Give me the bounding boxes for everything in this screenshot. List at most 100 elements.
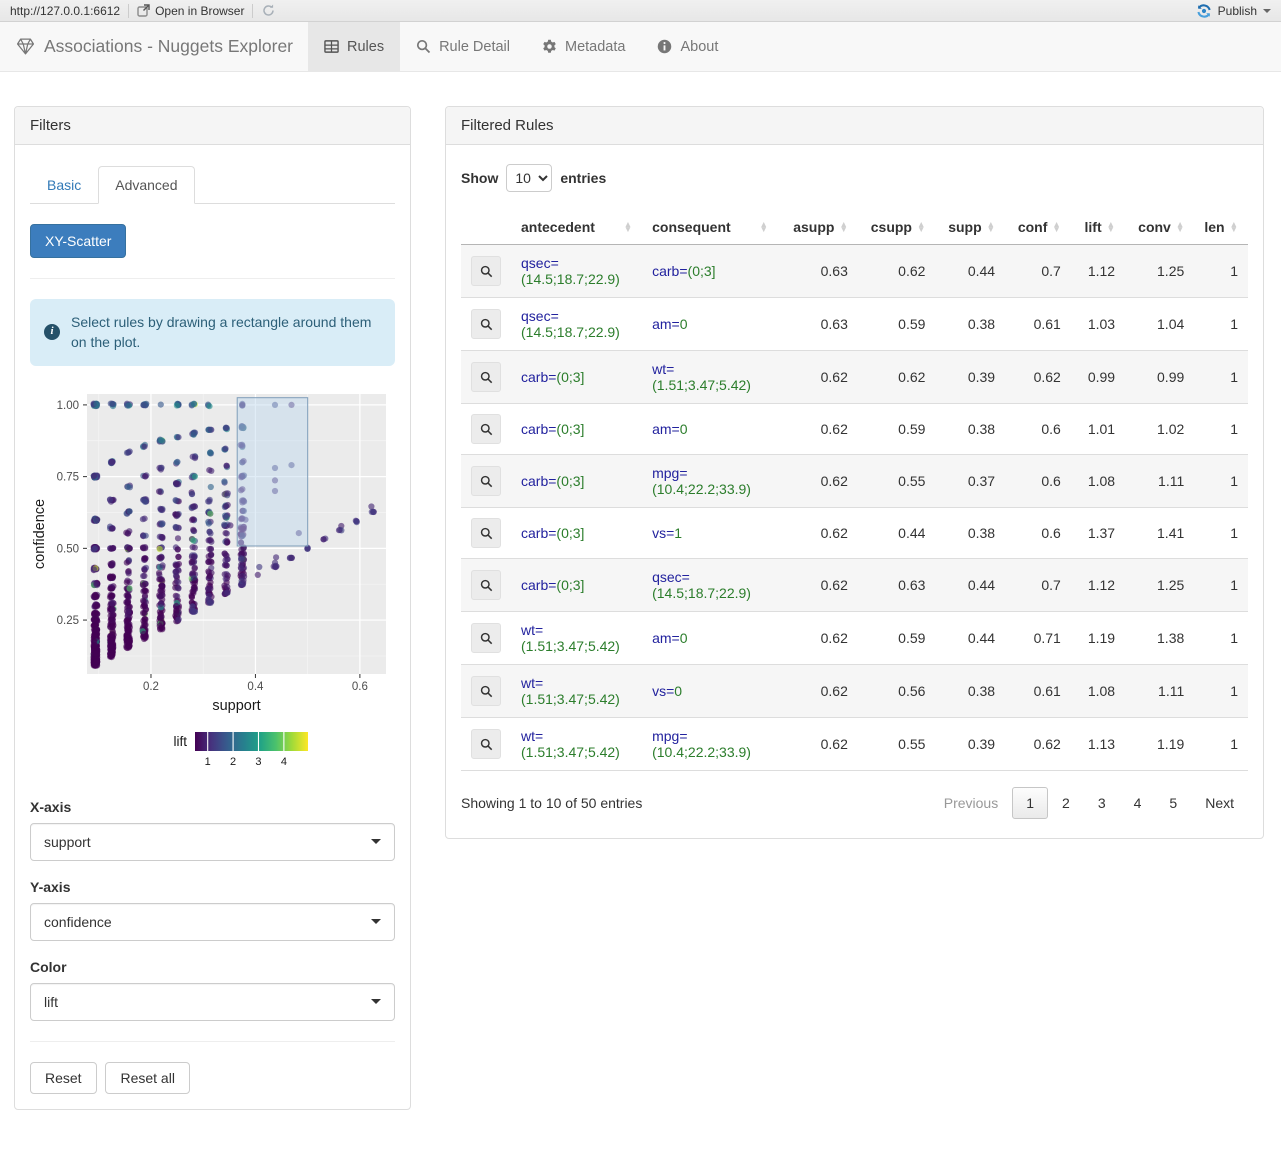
attribute-name[interactable]: vs= bbox=[652, 525, 675, 541]
attribute-name[interactable]: vs= bbox=[652, 683, 675, 699]
attribute-value[interactable]: (1.51;3.47;5.42) bbox=[652, 377, 751, 393]
next-page-button[interactable]: Next bbox=[1205, 795, 1234, 811]
attribute-name[interactable]: carb= bbox=[521, 369, 557, 385]
xy-scatter-button[interactable]: XY-Scatter bbox=[30, 224, 127, 258]
inspect-rule-button[interactable] bbox=[471, 676, 501, 706]
attribute-name[interactable]: qsec= bbox=[652, 569, 690, 585]
sort-icon[interactable]: ▲ ▼ bbox=[1106, 218, 1116, 234]
publish-button[interactable]: Publish bbox=[1196, 3, 1271, 19]
attribute-value[interactable]: (1.51;3.47;5.42) bbox=[521, 744, 620, 760]
inspect-rule-button[interactable] bbox=[471, 362, 501, 392]
attribute-value[interactable]: (0;3] bbox=[556, 577, 585, 593]
sort-icon[interactable]: ▲ ▼ bbox=[916, 218, 926, 234]
attribute-name[interactable]: qsec= bbox=[521, 255, 559, 271]
y-axis-select[interactable]: confidence bbox=[30, 902, 395, 941]
attribute-value[interactable]: 1 bbox=[674, 525, 683, 541]
conf-cell: 0.6 bbox=[1005, 507, 1071, 559]
attribute-value[interactable]: (1.51;3.47;5.42) bbox=[521, 691, 620, 707]
column-header-conf[interactable]: conf ▲ ▼ bbox=[1005, 210, 1071, 245]
tab-rule-detail[interactable]: Rule Detail bbox=[400, 22, 526, 71]
x-axis-select[interactable]: support bbox=[30, 822, 395, 861]
page-button-2[interactable]: 2 bbox=[1062, 795, 1070, 811]
attribute-value[interactable]: (14.5;18.7;22.9) bbox=[521, 324, 620, 340]
tab-about[interactable]: About bbox=[641, 22, 734, 71]
page-length-select[interactable]: 10 bbox=[506, 164, 553, 192]
attribute-name[interactable]: wt= bbox=[521, 728, 544, 744]
attribute-value[interactable]: (14.5;18.7;22.9) bbox=[652, 585, 751, 601]
search-icon bbox=[480, 685, 492, 697]
conv-cell: 1.11 bbox=[1125, 664, 1195, 718]
tab-basic[interactable]: Basic bbox=[47, 177, 82, 193]
attribute-value[interactable]: 0 bbox=[679, 421, 688, 437]
sort-icon[interactable]: ▲ ▼ bbox=[986, 218, 996, 234]
attribute-name[interactable]: carb= bbox=[521, 577, 557, 593]
page-button-5[interactable]: 5 bbox=[1169, 795, 1178, 811]
attribute-name[interactable]: mpg= bbox=[652, 465, 688, 481]
attribute-name[interactable]: wt= bbox=[652, 361, 675, 377]
attribute-value[interactable]: (14.5;18.7;22.9) bbox=[521, 271, 620, 287]
column-header-antecedent[interactable]: antecedent ▲ ▼ bbox=[511, 210, 643, 245]
column-header-supp[interactable]: supp ▲ ▼ bbox=[935, 210, 1006, 245]
search-icon bbox=[417, 39, 431, 54]
attribute-name[interactable]: qsec= bbox=[521, 308, 559, 324]
inspect-rule-button[interactable] bbox=[471, 414, 501, 444]
column-header-csupp[interactable]: csupp ▲ ▼ bbox=[857, 210, 936, 245]
inspect-rule-button[interactable] bbox=[471, 623, 501, 653]
reset-all-button[interactable]: Reset all bbox=[105, 1061, 190, 1094]
scatter-plot[interactable]: 0.2 0.4 0.6 0.25 0.50 0.75 1.00 support confiden… bbox=[30, 386, 395, 781]
previous-page-button[interactable]: Previous bbox=[943, 795, 999, 811]
sort-icon[interactable]: ▲ ▼ bbox=[1175, 218, 1185, 234]
scatter-plot-svg[interactable]: 0.2 0.4 0.6 0.25 0.50 0.75 1.00 support confiden… bbox=[30, 386, 393, 778]
attribute-value[interactable]: (0;3] bbox=[556, 421, 585, 437]
attribute-value[interactable]: (0;3] bbox=[687, 263, 716, 279]
inspect-rule-button[interactable] bbox=[471, 466, 501, 496]
reset-button[interactable]: Reset bbox=[30, 1061, 97, 1094]
attribute-name[interactable]: carb= bbox=[521, 421, 557, 437]
attribute-name[interactable]: mpg= bbox=[652, 728, 688, 744]
inspect-rule-button[interactable] bbox=[471, 309, 501, 339]
inspect-rule-button[interactable] bbox=[471, 256, 501, 286]
tab-metadata[interactable]: Metadata bbox=[526, 22, 641, 71]
asupp-cell: 0.62 bbox=[777, 403, 858, 455]
color-select[interactable]: lift bbox=[30, 982, 395, 1021]
attribute-name[interactable]: wt= bbox=[521, 675, 544, 691]
attribute-name[interactable]: wt= bbox=[521, 622, 544, 638]
asupp-cell: 0.62 bbox=[777, 350, 858, 404]
sort-icon[interactable]: ▲ ▼ bbox=[839, 218, 848, 234]
attribute-value[interactable]: (0;3] bbox=[556, 369, 585, 385]
attribute-value[interactable]: (10.4;22.2;33.9) bbox=[652, 744, 751, 760]
attribute-name[interactable]: am= bbox=[652, 316, 680, 332]
attribute-value[interactable]: 0 bbox=[679, 316, 688, 332]
attribute-value[interactable]: 0 bbox=[674, 683, 683, 699]
browser-chrome-bar: http://127.0.0.1:6612 Open in Browser bbox=[0, 0, 1281, 22]
attribute-value[interactable]: (0;3] bbox=[556, 473, 585, 489]
page-button-1[interactable]: 1 bbox=[1012, 787, 1049, 819]
attribute-value[interactable]: 0 bbox=[679, 630, 688, 646]
sort-icon[interactable]: ▲ ▼ bbox=[623, 218, 633, 234]
inspect-rule-button[interactable] bbox=[471, 729, 501, 759]
attribute-value[interactable]: (1.51;3.47;5.42) bbox=[521, 638, 620, 654]
page-button-3[interactable]: 3 bbox=[1097, 795, 1106, 811]
column-header-lift[interactable]: lift ▲ ▼ bbox=[1070, 210, 1126, 245]
attribute-name[interactable]: carb= bbox=[521, 525, 557, 541]
attribute-name[interactable]: carb= bbox=[652, 263, 688, 279]
tab-rules[interactable]: Rules bbox=[308, 22, 401, 71]
open-in-browser-button[interactable]: Open in Browser bbox=[137, 4, 244, 18]
inspect-rule-button[interactable] bbox=[471, 518, 501, 548]
attribute-name[interactable]: carb= bbox=[521, 473, 557, 489]
page-button-4[interactable]: 4 bbox=[1133, 795, 1142, 811]
inspect-rule-button[interactable] bbox=[471, 570, 501, 600]
attribute-value[interactable]: (0;3] bbox=[556, 525, 585, 541]
sort-icon[interactable]: ▲ ▼ bbox=[1229, 218, 1238, 234]
column-header-len[interactable]: len ▲ ▼ bbox=[1194, 210, 1248, 245]
column-header-consequent[interactable]: consequent ▲ ▼ bbox=[642, 210, 778, 245]
tab-advanced[interactable]: Advanced bbox=[98, 166, 195, 204]
refresh-button[interactable] bbox=[261, 3, 276, 18]
sort-icon[interactable]: ▲ ▼ bbox=[1052, 218, 1061, 234]
attribute-name[interactable]: am= bbox=[652, 421, 680, 437]
sort-icon[interactable]: ▲ ▼ bbox=[759, 218, 768, 234]
attribute-value[interactable]: (10.4;22.2;33.9) bbox=[652, 481, 751, 497]
column-header-conv[interactable]: conv ▲ ▼ bbox=[1125, 210, 1195, 245]
attribute-name[interactable]: am= bbox=[652, 630, 680, 646]
column-header-asupp[interactable]: asupp ▲ ▼ bbox=[777, 210, 858, 245]
